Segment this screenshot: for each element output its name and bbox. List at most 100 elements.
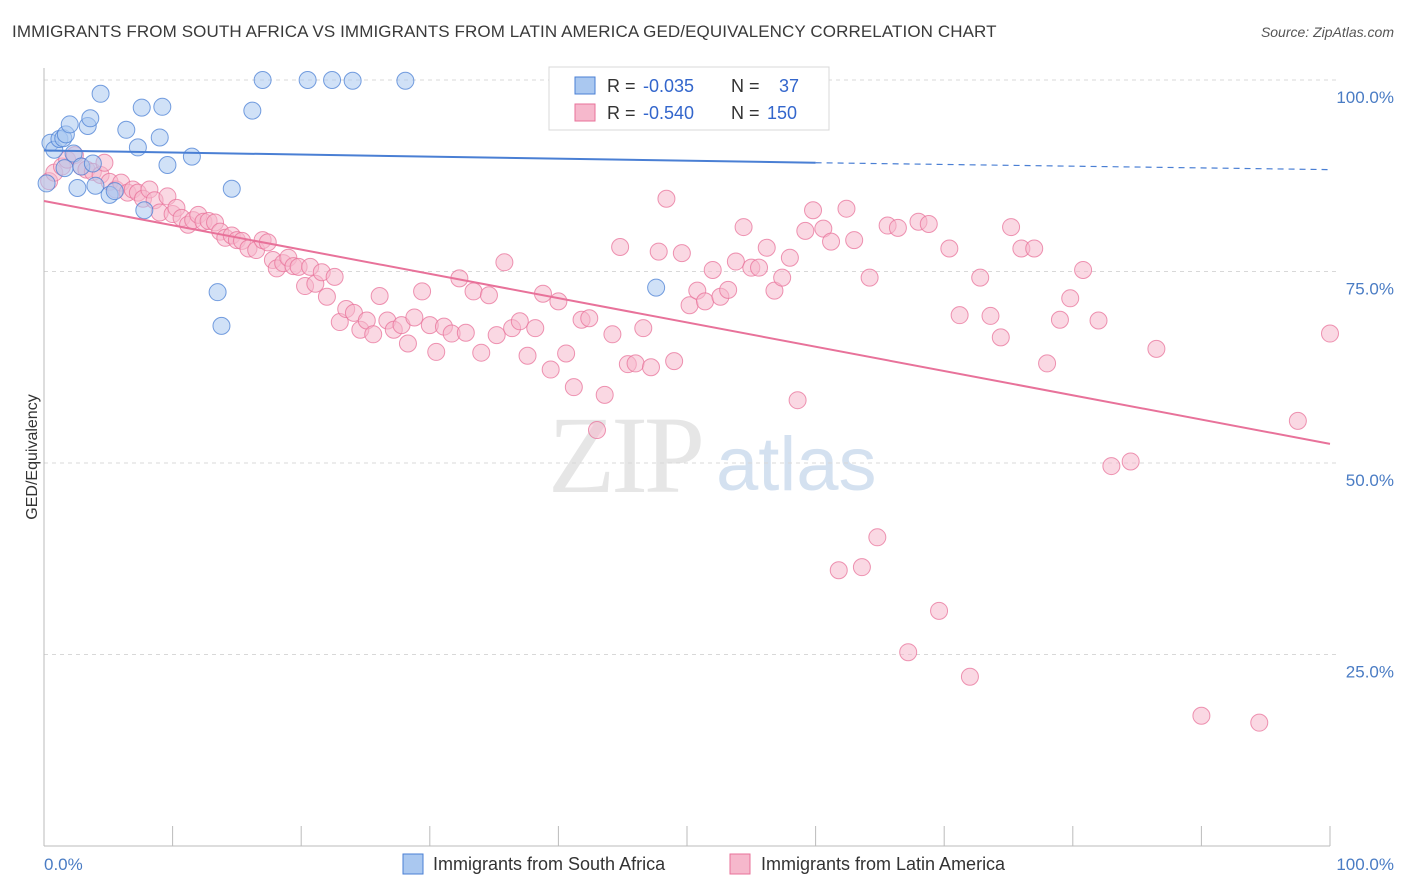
latin-america-point-107 <box>750 258 769 277</box>
latin-america-point-76 <box>510 312 529 331</box>
latin-america-point-89 <box>611 237 630 256</box>
series-south-africa-points <box>37 71 666 335</box>
south-africa-point-27 <box>212 316 231 335</box>
watermark-atlas: atlas <box>716 422 877 507</box>
latin-america-point-91 <box>626 354 645 373</box>
legend-r-value-pink: -0.540 <box>643 103 694 123</box>
south-africa-point-31 <box>298 71 317 89</box>
latin-america-point-143 <box>1102 457 1121 476</box>
latin-america-point-85 <box>580 309 599 328</box>
latin-america-point-137 <box>1025 239 1044 258</box>
south-africa-trend-extension <box>815 162 1331 171</box>
latin-america-point-124 <box>888 218 907 237</box>
south-africa-point-32 <box>323 71 342 89</box>
latin-america-point-129 <box>940 239 959 258</box>
y-tick-label-75: 75.0% <box>1346 280 1394 299</box>
latin-america-point-148 <box>1288 411 1307 430</box>
latin-america-point-133 <box>981 306 1000 325</box>
bottom-legend-swatch-blue <box>402 853 424 875</box>
x-tick-label-100: 100.0% <box>1336 855 1394 874</box>
latin-america-point-125 <box>899 643 918 662</box>
latin-america-point-61 <box>398 334 417 353</box>
south-africa-point-28 <box>222 179 241 198</box>
latin-america-point-83 <box>564 378 583 397</box>
latin-america-point-69 <box>456 323 475 342</box>
latin-america-point-146 <box>1192 706 1211 725</box>
south-africa-point-7 <box>60 115 79 134</box>
south-africa-point-18 <box>117 120 136 139</box>
latin-america-point-70 <box>464 282 483 301</box>
south-africa-point-20 <box>132 98 151 117</box>
bottom-legend-label-pink: Immigrants from Latin America <box>761 854 1006 874</box>
latin-america-point-104 <box>726 252 745 271</box>
latin-america-point-101 <box>703 260 722 279</box>
y-tick-labels: 100.0% 75.0% 50.0% 25.0% <box>1336 88 1394 682</box>
latin-america-point-108 <box>757 238 776 257</box>
legend-n-label-blue: N = <box>731 76 760 96</box>
latin-america-point-56 <box>364 325 383 344</box>
legend-swatch-pink <box>574 103 596 122</box>
latin-america-point-57 <box>370 287 389 306</box>
latin-america-point-138 <box>1038 354 1057 373</box>
latin-america-point-100 <box>696 292 715 311</box>
legend-swatch-blue <box>574 76 596 95</box>
south-africa-point-33 <box>343 71 362 90</box>
x-tick-label-0: 0.0% <box>44 855 83 874</box>
latin-america-point-112 <box>788 391 807 410</box>
y-tick-label-50: 50.0% <box>1346 471 1394 490</box>
south-africa-point-13 <box>83 154 102 173</box>
latin-america-point-82 <box>557 344 576 363</box>
latin-america-point-92 <box>634 319 653 338</box>
latin-america-point-110 <box>773 268 792 287</box>
latin-america-point-62 <box>405 308 424 327</box>
south-africa-trend-line <box>43 149 816 164</box>
latin-america-point-135 <box>1002 218 1021 237</box>
latin-america-point-96 <box>665 352 684 371</box>
latin-america-point-147 <box>1250 713 1269 732</box>
latin-america-point-81 <box>549 292 568 311</box>
latin-america-point-87 <box>595 385 614 404</box>
latin-america-point-117 <box>829 561 848 580</box>
legend-n-value-pink: 150 <box>767 103 797 123</box>
latin-america-point-103 <box>719 280 738 299</box>
latin-america-point-73 <box>487 326 506 345</box>
latin-america-point-105 <box>734 218 753 237</box>
trend-lines <box>43 149 1331 445</box>
south-africa-point-23 <box>153 97 172 116</box>
legend-n-value-blue: 37 <box>779 76 799 96</box>
latin-america-point-131 <box>960 667 979 686</box>
latin-america-point-88 <box>603 325 622 344</box>
latin-america-point-119 <box>845 231 864 250</box>
legend-r-label-blue: R = <box>607 76 636 96</box>
latin-america-point-114 <box>804 201 823 220</box>
grid-lines <box>44 79 1336 655</box>
latin-america-point-141 <box>1074 260 1093 279</box>
latin-america-point-78 <box>526 319 545 338</box>
latin-america-point-97 <box>672 244 691 263</box>
latin-america-point-116 <box>822 232 841 251</box>
south-africa-point-21 <box>135 201 154 220</box>
bottom-legend: Immigrants from South Africa Immigrants … <box>402 853 1006 875</box>
latin-america-point-63 <box>413 282 432 301</box>
south-africa-point-25 <box>182 147 201 166</box>
latin-america-point-134 <box>991 328 1010 347</box>
latin-america-point-132 <box>971 268 990 287</box>
latin-america-point-144 <box>1121 452 1140 471</box>
latin-america-point-49 <box>317 287 336 306</box>
south-africa-point-14 <box>86 176 105 195</box>
source-label: Source: ZipAtlas.com <box>1260 24 1394 40</box>
latin-america-point-149 <box>1321 324 1339 343</box>
latin-america-point-95 <box>657 189 676 208</box>
y-tick-label-25: 25.0% <box>1346 663 1394 682</box>
latin-america-point-50 <box>325 267 344 286</box>
latin-america-point-74 <box>495 253 514 272</box>
latin-america-point-77 <box>518 346 537 365</box>
latin-america-point-118 <box>837 199 856 218</box>
south-africa-point-19 <box>128 138 147 157</box>
legend-n-label-pink: N = <box>731 103 760 123</box>
south-africa-point-9 <box>68 179 87 198</box>
chart-title: IMMIGRANTS FROM SOUTH AFRICA VS IMMIGRAN… <box>12 22 997 41</box>
south-africa-point-34 <box>396 71 415 90</box>
latin-america-point-127 <box>919 215 938 234</box>
latin-america-point-130 <box>950 306 969 325</box>
